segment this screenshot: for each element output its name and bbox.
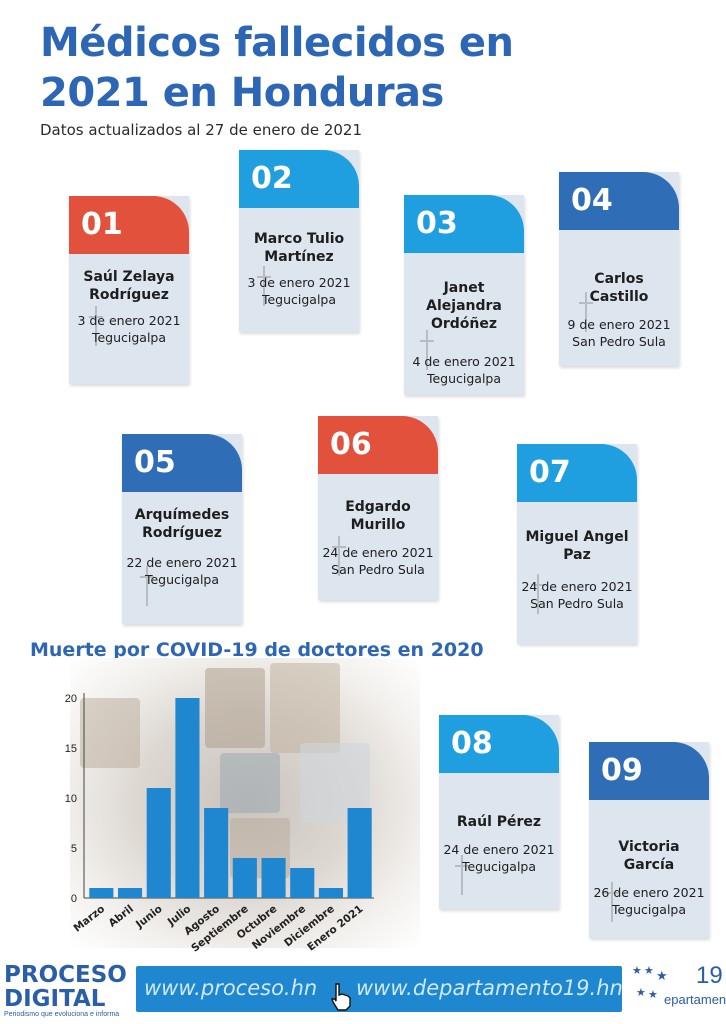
card-number: 06 — [318, 416, 438, 474]
card-city: Tegucigalpa — [426, 371, 502, 386]
card-date: 9 de enero 2021 — [567, 317, 671, 332]
card-city: Tegucigalpa — [611, 902, 687, 917]
card-number: 07 — [517, 444, 637, 502]
star-icon: ★ — [648, 989, 658, 1001]
logo-line-2: DIGITAL — [4, 986, 106, 1012]
card-city: Tegucigalpa — [91, 330, 167, 345]
cross-icon — [531, 574, 545, 614]
card-city: Tegucigalpa — [461, 859, 537, 874]
subtitle: Datos actualizados al 27 de enero de 202… — [40, 121, 363, 139]
chart-title: Muerte por COVID-19 de doctores en 2020 — [30, 639, 484, 661]
departamento19-logo: ★ ★ ★ ★ ★ 19 epartamento — [630, 962, 726, 1014]
doctor-card-03: 03 Janet Alejandra Ordóñez 4 de enero 20… — [404, 195, 524, 395]
card-name: Victoria García — [618, 839, 680, 873]
card-name: Saúl Zelaya Rodríguez — [83, 269, 175, 303]
cross-icon — [257, 266, 271, 306]
cross-icon — [140, 566, 154, 606]
doctor-card-04: 04 Carlos Castillo 9 de enero 2021 San P… — [559, 172, 679, 366]
card-name: Raúl Pérez — [456, 814, 542, 830]
title-line-1: Médicos fallecidos en — [40, 20, 514, 66]
card-city: San Pedro Sula — [572, 334, 666, 349]
card-city: San Pedro Sula — [530, 596, 624, 611]
card-city: Tegucigalpa — [144, 572, 220, 587]
doctor-card-08: 08 Raúl Pérez 24 de enero 2021 Tegucigal… — [439, 715, 559, 909]
card-name: Marco Tulio Martínez — [253, 231, 345, 265]
title-line-2: 2021 en Honduras — [40, 70, 444, 116]
cross-icon — [605, 882, 619, 922]
card-date: 26 de enero 2021 — [593, 885, 705, 900]
chart-photo-background — [70, 658, 420, 948]
departamento19-link[interactable]: www.departamento19.hn — [356, 976, 623, 1000]
card-number: 01 — [69, 196, 189, 254]
dept-name: epartamento — [664, 992, 726, 1007]
card-city: San Pedro Sula — [331, 562, 425, 577]
star-icon: ★ — [656, 968, 668, 983]
star-icon: ★ — [636, 987, 646, 999]
card-number: 02 — [239, 150, 359, 208]
card-number: 05 — [122, 434, 242, 492]
card-date: 3 de enero 2021 — [77, 313, 181, 328]
cross-icon — [89, 306, 103, 346]
url-banner: www.proceso.hn www.departamento19.hn — [136, 966, 623, 1012]
doctor-card-07: 07 Miguel Angel Paz 24 de enero 2021 San… — [517, 444, 637, 644]
card-date: 3 de enero 2021 — [247, 275, 351, 290]
cross-icon — [332, 536, 346, 576]
proceso-digital-logo: PROCESO DIGITAL Periodismo que evolucion… — [4, 963, 127, 1018]
doctor-card-09: 09 Victoria García 26 de enero 2021 Tegu… — [589, 742, 709, 938]
card-number: 03 — [404, 195, 524, 253]
star-icon: ★ — [644, 965, 654, 977]
card-number: 04 — [559, 172, 679, 230]
logo-line-1: PROCESO — [4, 962, 127, 988]
card-date: 4 de enero 2021 — [412, 354, 516, 369]
proceso-link[interactable]: www.proceso.hn — [144, 976, 318, 1000]
card-date: 24 de enero 2021 — [443, 842, 555, 857]
dept-number: 19 — [696, 962, 723, 989]
card-name: Miguel Angel Paz — [525, 529, 629, 563]
cross-icon — [455, 855, 469, 895]
cross-icon — [420, 330, 434, 370]
doctor-card-06: 06 Edgardo Murillo 24 de enero 2021 San … — [318, 416, 438, 600]
cursor-hand-icon — [331, 983, 351, 1011]
doctor-card-05: 05 Arquímedes Rodríguez 22 de enero 2021… — [122, 434, 242, 624]
card-name: Edgardo Murillo — [345, 499, 411, 533]
star-icon: ★ — [632, 965, 642, 977]
doctor-card-01: 01 Saúl Zelaya Rodríguez 3 de enero 2021… — [69, 196, 189, 384]
card-number: 08 — [439, 715, 559, 773]
card-name: Carlos Castillo — [589, 271, 649, 305]
cross-icon — [579, 292, 593, 332]
card-name: Arquímedes Rodríguez — [134, 507, 230, 541]
page-title: Médicos fallecidos en 2021 en Honduras — [40, 18, 640, 118]
card-name: Janet Alejandra Ordóñez — [426, 280, 502, 332]
card-number: 09 — [589, 742, 709, 800]
card-date: 22 de enero 2021 — [126, 555, 238, 570]
card-date: 24 de enero 2021 — [322, 545, 434, 560]
card-city: Tegucigalpa — [261, 292, 337, 307]
card-date: 24 de enero 2021 — [521, 579, 633, 594]
doctor-card-02: 02 Marco Tulio Martínez 3 de enero 2021 … — [239, 150, 359, 332]
logo-tagline: Periodismo que evoluciona e informa — [4, 1011, 120, 1018]
